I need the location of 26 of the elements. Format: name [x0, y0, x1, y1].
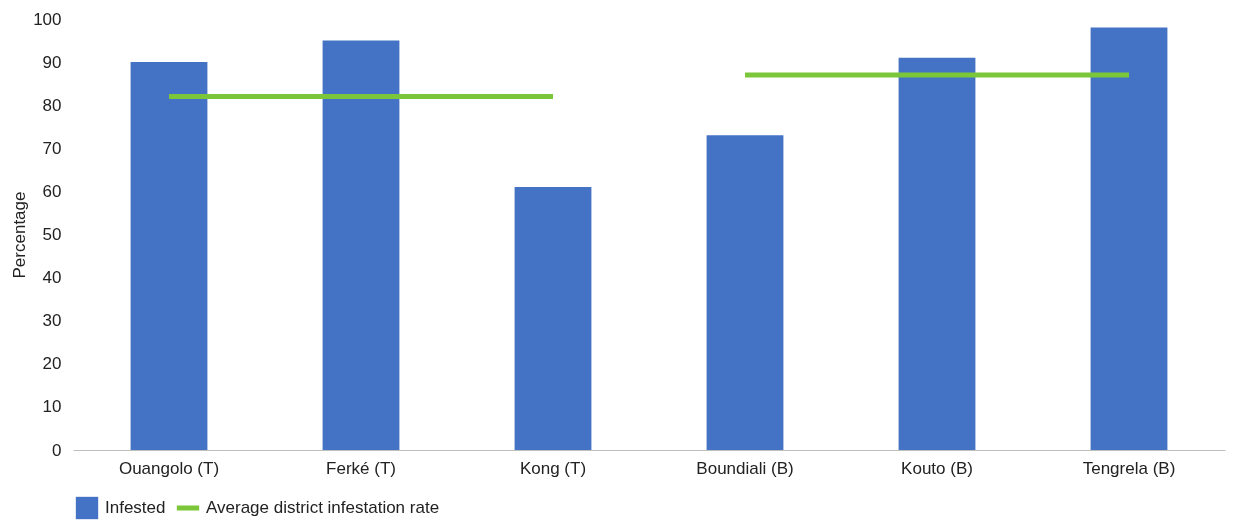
y-tick-label: 70 — [42, 138, 62, 158]
x-tick-label: Ferké (T) — [326, 458, 396, 478]
y-tick-label: 50 — [42, 225, 62, 244]
bar — [1090, 27, 1168, 450]
x-tick-label: Kong (T) — [519, 458, 587, 478]
y-tick-label: 100 — [33, 9, 62, 29]
x-tick-label: Tengrela (B) — [1082, 458, 1176, 478]
y-tick-label: 40 — [42, 268, 62, 288]
x-tick-label: Ouangolo (T) — [118, 458, 220, 478]
y-axis-title: Percentage — [10, 191, 30, 279]
bar — [514, 187, 592, 450]
bar — [898, 57, 976, 450]
y-tick-label: 80 — [42, 95, 62, 115]
y-tick-label: 20 — [42, 354, 62, 374]
x-tick-label: Boundiali (B) — [696, 458, 794, 478]
legend-label: Average district infestation rate — [206, 498, 440, 517]
legend-label: Infested — [105, 498, 166, 517]
y-tick-label: 0 — [52, 440, 62, 460]
x-tick-label: Kouto (B) — [901, 458, 973, 478]
bar — [322, 40, 400, 450]
y-tick-label: 60 — [42, 181, 62, 201]
y-tick-label: 90 — [42, 52, 62, 72]
y-tick-label: 10 — [42, 397, 62, 417]
bar — [130, 62, 208, 450]
bar — [706, 135, 784, 450]
y-tick-label: 30 — [42, 311, 62, 331]
